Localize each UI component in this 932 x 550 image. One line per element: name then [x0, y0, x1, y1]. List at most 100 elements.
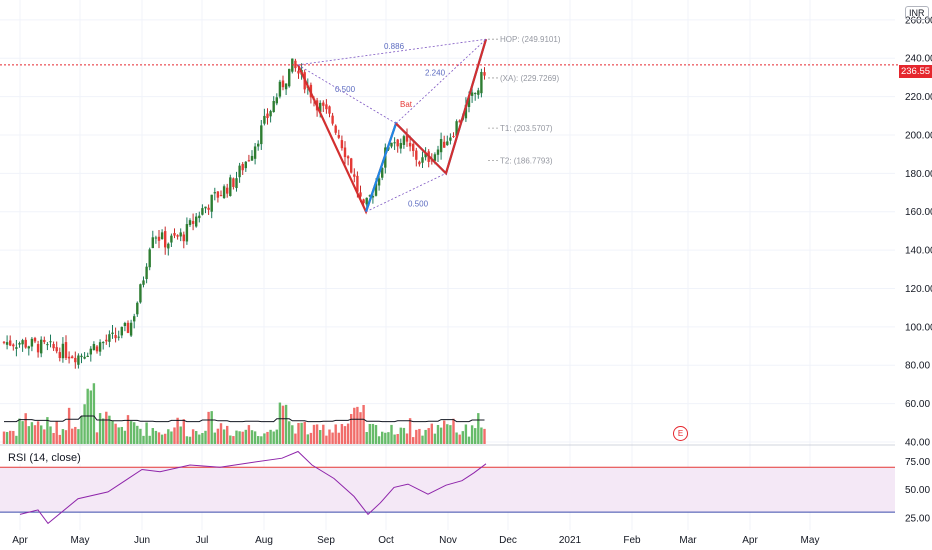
- volume-bar: [216, 428, 220, 444]
- volume-bar: [470, 425, 474, 444]
- volume-bar: [40, 425, 43, 444]
- rsi-band: [0, 467, 895, 513]
- candle-body: [33, 337, 37, 342]
- volume-bar: [129, 421, 133, 444]
- volume-bar: [173, 427, 176, 444]
- candle-body: [381, 167, 384, 178]
- price-axis[interactable]: 260.00 240.00 220.00 200.00 180.00 160.00 140.…: [905, 15, 932, 448]
- volume-bar: [111, 420, 114, 444]
- candle-body: [415, 150, 418, 160]
- volume-bar: [297, 422, 300, 444]
- time-tick-label: 2021: [559, 535, 582, 546]
- currency-label[interactable]: INR: [905, 6, 929, 20]
- volume-bar: [105, 411, 108, 444]
- candle-body: [260, 125, 263, 145]
- candle-body: [439, 139, 443, 153]
- candle-body: [443, 141, 446, 148]
- pattern-ratio-line: [395, 38, 487, 124]
- candle-body: [142, 280, 145, 285]
- bat-pattern-drawing[interactable]: 0.886 0.500 2.240 0.500 Bat HOP: (249.9101) (X…: [297, 35, 561, 215]
- volume-bar: [374, 425, 378, 444]
- time-tick-label: Aug: [255, 535, 273, 546]
- price-tick-label: 80.00: [905, 361, 930, 372]
- candle-body: [157, 236, 161, 241]
- volume-bar: [350, 413, 353, 444]
- volume-bar: [55, 421, 58, 444]
- candle-body: [102, 342, 105, 344]
- volume-bar: [303, 421, 306, 444]
- volume-bar: [281, 405, 285, 444]
- candle-body: [362, 199, 365, 204]
- volume-bar: [80, 415, 83, 444]
- volume-bar: [291, 425, 294, 444]
- volume-bar: [377, 436, 381, 444]
- candle-body: [92, 343, 96, 351]
- volume-bar: [284, 404, 288, 444]
- candle-body: [27, 346, 30, 349]
- volume-bar: [408, 418, 412, 444]
- candle-body: [108, 334, 111, 342]
- volume-bar: [331, 432, 334, 444]
- candle-body: [216, 191, 220, 198]
- volume-bar: [353, 407, 356, 444]
- volume-bar: [74, 426, 77, 444]
- volume-bar: [405, 433, 409, 444]
- candle-body: [393, 142, 396, 144]
- candle-body: [297, 70, 300, 74]
- volume-bar: [474, 428, 477, 444]
- candle-body: [160, 232, 164, 240]
- candle-body: [477, 90, 480, 95]
- candle-body: [167, 243, 170, 249]
- candle-body: [377, 178, 381, 186]
- volume-bar: [49, 426, 52, 444]
- volume-bar: [77, 429, 80, 444]
- candle-body: [455, 121, 458, 136]
- volume-bar: [244, 429, 247, 444]
- candle-body: [52, 344, 55, 349]
- volume-bar: [157, 432, 161, 444]
- candle-body: [241, 164, 244, 171]
- candle-body: [111, 332, 114, 334]
- candle-body: [250, 155, 254, 161]
- candle-body: [266, 113, 269, 119]
- time-tick-label: Oct: [378, 535, 394, 546]
- time-axis[interactable]: Apr May Jun Jul Aug Sep Oct Nov Dec 2021 Feb Mar Apr…: [12, 535, 819, 546]
- volume-bar: [142, 435, 145, 444]
- price-tick-label: 40.00: [905, 438, 930, 449]
- rsi-pane: 75.00 50.00 25.00: [0, 450, 930, 524]
- volume-bar: [232, 436, 235, 444]
- volume-bar: [222, 429, 226, 444]
- candle-body: [337, 135, 340, 138]
- volume-bar: [381, 431, 384, 444]
- candle-body: [433, 154, 437, 161]
- volume-bar: [399, 427, 402, 444]
- volume-bar: [362, 405, 365, 444]
- volume-bar: [250, 430, 254, 444]
- time-tick-label: Feb: [623, 535, 641, 546]
- rsi-title[interactable]: RSI (14, close): [6, 452, 83, 464]
- candle-body: [40, 339, 43, 354]
- volume-bar: [421, 435, 424, 444]
- candle-body: [359, 192, 362, 197]
- candle-body: [226, 187, 229, 194]
- candle-body: [436, 149, 440, 155]
- volume-bar: [185, 436, 189, 444]
- candle-body: [412, 143, 415, 151]
- candle-body: [467, 96, 471, 108]
- candle-body: [120, 326, 123, 336]
- volume-bar: [467, 436, 471, 444]
- volume-bar: [195, 431, 198, 444]
- pattern-level-label: T1: (203.5707): [500, 124, 553, 133]
- candle-body: [71, 356, 74, 359]
- candle-body: [151, 237, 154, 249]
- volume-bar: [319, 430, 322, 444]
- candle-body: [117, 336, 120, 338]
- candle-body: [244, 161, 247, 169]
- candle-body: [86, 355, 89, 357]
- pattern-ratio-label: 0.500: [335, 85, 356, 94]
- volume-bar: [176, 417, 179, 444]
- price-tick-label: 240.00: [905, 54, 932, 65]
- volume-bar: [477, 413, 480, 444]
- earnings-event-marker[interactable]: E: [673, 426, 688, 441]
